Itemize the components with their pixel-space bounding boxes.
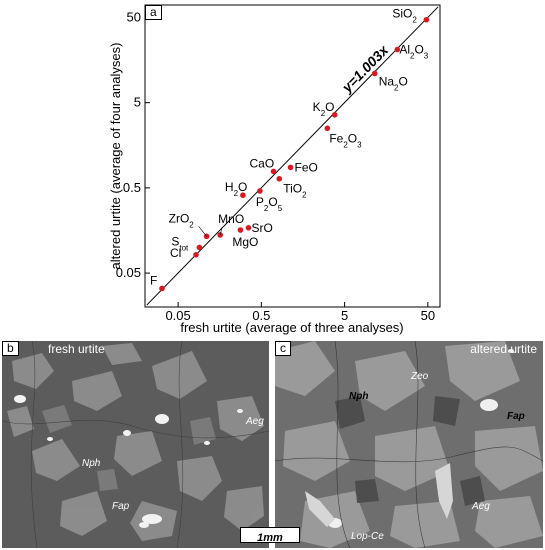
point-MgO xyxy=(237,227,244,233)
point-label-FeO: FeO xyxy=(295,160,318,174)
point-FeO xyxy=(287,164,294,171)
x-tick-label-2: 5 xyxy=(341,308,348,323)
point-label-F: F xyxy=(150,273,157,287)
x-tick-label-0: 0.05 xyxy=(165,308,190,323)
bse-image-fresh-urtite: b fresh urtite Aeg Nph Fap xyxy=(2,341,269,548)
point-Al2O3 xyxy=(394,46,401,53)
x-axis-label: fresh urtite (average of three analyses) xyxy=(180,320,403,335)
point-SrO xyxy=(245,225,252,231)
leader-ZrO2 xyxy=(198,226,207,237)
scale-bar-label: 1mm xyxy=(257,532,283,544)
points: SiO2 Al2O3 Na2O K2O Fe2O3 FeO CaO TiO2 H2O P2O5 Sr… xyxy=(150,7,430,292)
point-label-P2O5: P2O5 xyxy=(256,195,283,213)
y-tick-label-1: 0.5 xyxy=(123,180,141,195)
point-label-Cl: Cl xyxy=(170,246,181,260)
mineral-label-zeo-c: Zeo xyxy=(411,371,429,382)
panel-title-b: fresh urtite xyxy=(48,342,105,356)
point-label-MgO: MgO xyxy=(232,235,258,249)
point-label-Na2O: Na2O xyxy=(379,74,408,92)
leader-MnO xyxy=(219,226,223,236)
panel-title-c: altered urtite xyxy=(470,342,537,356)
point-P2O5 xyxy=(257,188,263,194)
bse-texture-fresh xyxy=(2,341,269,548)
point-F xyxy=(159,285,165,292)
mineral-label-nph-b: Nph xyxy=(82,458,101,469)
point-Cl xyxy=(193,251,199,258)
point-TiO2 xyxy=(276,175,283,182)
point-label-K2O: K2O xyxy=(313,100,335,118)
point-label-TiO2: TiO2 xyxy=(283,182,307,200)
point-K2O xyxy=(331,112,338,118)
scale-bar: 1mm xyxy=(240,527,300,544)
y-axis-label: altered urtite (average of four analyses… xyxy=(108,43,123,270)
point-label-H2O: H2O xyxy=(225,180,247,198)
y-tick-label-2: 5 xyxy=(134,95,141,110)
point-Fe2O3 xyxy=(324,125,331,132)
bse-texture-altered xyxy=(275,341,543,548)
point-label-SiO2: SiO2 xyxy=(392,7,417,25)
panel-label-b: b xyxy=(2,341,19,356)
panel-label-a: a xyxy=(145,5,162,20)
mineral-label-aeg-c: Aeg xyxy=(472,501,490,512)
y-tick-label-3: 50 xyxy=(127,9,141,24)
point-label-SrO: SrO xyxy=(251,221,272,235)
mineral-label-nph-c: Nph xyxy=(349,391,369,402)
x-tick-label-3: 50 xyxy=(421,308,435,323)
bse-image-altered-urtite: c altered urtite Zeo Nph Fap Aeg Lop-Ce xyxy=(275,341,543,548)
point-Stot xyxy=(196,244,203,251)
point-label-Al2O3: Al2O3 xyxy=(399,43,428,61)
point-label-MnO: MnO xyxy=(218,212,244,226)
mineral-label-fap-b: Fap xyxy=(112,501,130,512)
point-label-Fe2O3: Fe2O3 xyxy=(329,131,362,149)
point-label-ZrO2: ZrO2 xyxy=(169,211,195,229)
point-CaO xyxy=(270,168,277,175)
mineral-label-lop-ce-c: Lop-Ce xyxy=(351,531,384,542)
point-H2O xyxy=(240,192,246,199)
x-tick-label-1: 0.5 xyxy=(252,308,270,323)
mineral-label-aeg-b: Aeg xyxy=(246,416,264,427)
point-label-CaO: CaO xyxy=(250,156,275,170)
mineral-label-fap-c: Fap xyxy=(507,411,525,422)
point-Na2O xyxy=(371,70,378,77)
panel-label-c: c xyxy=(275,341,291,356)
point-SiO2 xyxy=(423,16,430,23)
y-tick-label-0: 0.05 xyxy=(116,265,141,280)
